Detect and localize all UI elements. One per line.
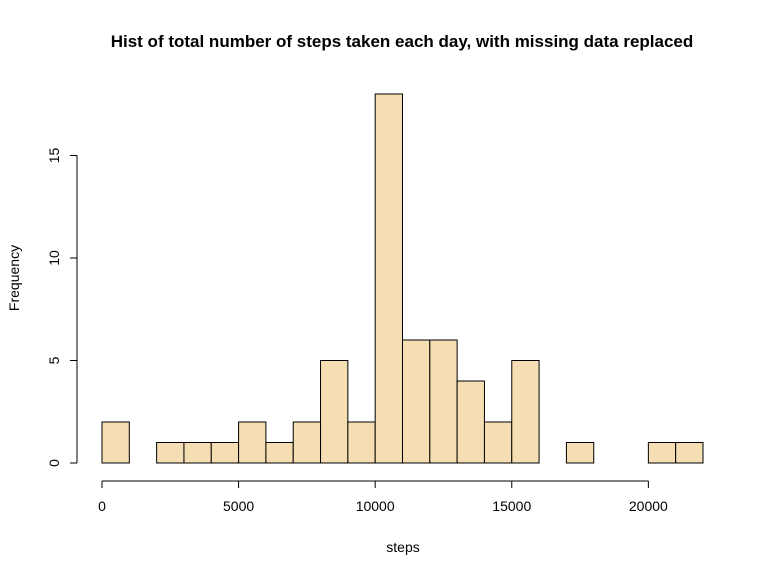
- x-axis: 0 5000 10000 15000 20000: [98, 480, 668, 514]
- histogram-bar: [101, 421, 130, 464]
- histogram-bar: [675, 442, 704, 464]
- histogram-bar: [265, 442, 294, 464]
- y-tick-label: 5: [46, 356, 62, 364]
- histogram-bar: [483, 421, 513, 464]
- histogram-bar: [156, 442, 185, 464]
- x-tick-label: 0: [98, 498, 106, 514]
- histogram-bar: [210, 442, 240, 464]
- histogram-bar: [511, 360, 540, 464]
- y-axis-label: Frequency: [6, 245, 22, 311]
- x-axis-label: steps: [386, 539, 419, 555]
- x-tick-label: 10000: [356, 498, 395, 514]
- x-tick-label: 5000: [223, 498, 254, 514]
- histogram-bar: [183, 442, 212, 464]
- chart-title: Hist of total number of steps taken each…: [111, 32, 694, 51]
- histogram-bar: [429, 339, 458, 464]
- y-tick-label: 15: [46, 148, 62, 164]
- histogram-bar: [565, 442, 595, 464]
- histogram-bar: [238, 421, 267, 464]
- bars-group: [101, 93, 704, 464]
- histogram-bar: [456, 380, 485, 464]
- histogram-bar: [647, 442, 677, 464]
- histogram-bar: [320, 360, 349, 464]
- histogram-bar: [374, 93, 404, 464]
- y-tick-label: 10: [46, 250, 62, 266]
- histogram-bar: [292, 421, 322, 464]
- histogram-bar: [402, 339, 431, 464]
- histogram-bar: [347, 421, 376, 464]
- y-tick-label: 0: [46, 459, 62, 467]
- x-tick-label: 15000: [492, 498, 531, 514]
- x-tick-label: 20000: [629, 498, 668, 514]
- y-axis: 0 5 10 15: [46, 148, 78, 467]
